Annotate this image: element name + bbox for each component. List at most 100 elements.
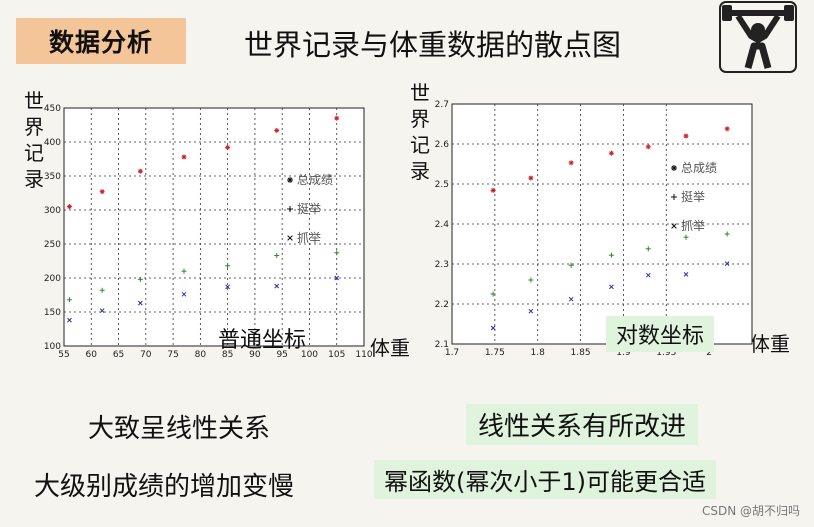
- section-tag: 数据分析: [16, 18, 186, 64]
- y-tick-label: 100: [44, 342, 61, 352]
- y-tick-label: 350: [44, 172, 61, 182]
- y-tick-label: 400: [44, 138, 61, 148]
- x-tick-label: 100: [301, 350, 318, 360]
- x-tick-label: 105: [328, 350, 345, 360]
- watermark: CSDN @胡不归吗: [701, 504, 800, 518]
- x-tick-label: 110: [355, 350, 372, 360]
- y-label-char: 记: [410, 133, 430, 157]
- x-tick-label: 1.85: [571, 348, 591, 358]
- y-tick-label: 250: [44, 240, 61, 250]
- x-tick-label: 65: [113, 350, 124, 360]
- snatch-point: [99, 308, 105, 313]
- slide-title: 世界记录与体重数据的散点图: [244, 28, 622, 62]
- legend-label: 抓举: [297, 231, 321, 245]
- clean-jerk-point: [490, 291, 496, 297]
- clean-jerk-point: [645, 246, 651, 252]
- clean-jerk-point: [66, 297, 72, 303]
- total-point: [274, 127, 280, 133]
- x-tick-label: 1.95: [656, 348, 676, 358]
- y-label-char: 世: [410, 81, 430, 105]
- legend-marker: [671, 223, 677, 229]
- right-chart-y-label: 世界记录: [408, 80, 432, 184]
- x-tick-label: 60: [86, 350, 98, 360]
- total-point: [137, 168, 143, 174]
- y-tick-label: 2.5: [435, 180, 449, 190]
- x-tick-label: 90: [249, 350, 261, 360]
- scatter-chart-linear: 55 60 65 70 75 80 85 90 95 100 105 110 100 150 200 250 3…: [44, 104, 373, 360]
- legend-label: 抓举: [681, 219, 705, 233]
- snatch-point: [568, 296, 574, 302]
- snatch-point: [724, 261, 730, 266]
- snatch-point: [225, 284, 230, 290]
- y-label-char: 界: [410, 107, 430, 131]
- snatch-point: [645, 272, 651, 278]
- snatch-point: [138, 300, 143, 306]
- legend-label: 总成绩: [297, 173, 333, 187]
- clean-jerk-point: [334, 250, 340, 256]
- snatch-point: [609, 284, 614, 290]
- x-tick-label: 75: [167, 350, 178, 360]
- total-point: [528, 175, 534, 181]
- clean-jerk-point: [137, 276, 143, 282]
- total-point: [568, 160, 574, 166]
- y-tick-label: 150: [44, 308, 61, 318]
- y-label-char: 世: [24, 89, 44, 113]
- y-tick-label: 2.3: [435, 260, 449, 270]
- clean-jerk-point: [181, 268, 187, 274]
- total-point: [181, 154, 187, 160]
- note-linear-relation: 大致呈线性关系: [88, 414, 271, 444]
- snatch-point: [67, 317, 72, 323]
- legend-label: 总成绩: [681, 161, 717, 175]
- y-tick-label: 450: [44, 104, 61, 114]
- y-tick-label: 200: [44, 274, 61, 284]
- total-point: [724, 126, 730, 132]
- clean-jerk-point: [608, 252, 614, 258]
- snatch-point: [490, 325, 496, 331]
- x-tick-label: 1.7: [445, 348, 459, 358]
- plot-area: [63, 107, 365, 347]
- total-point: [490, 187, 496, 193]
- x-tick-label: 85: [222, 350, 233, 360]
- left-chart-y-label: 世界记录: [22, 88, 46, 192]
- x-tick-label: 1.9: [616, 348, 631, 358]
- total-point: [225, 144, 231, 150]
- x-tick-label: 55: [58, 350, 69, 360]
- legend-marker: [287, 177, 293, 183]
- y-tick-label: 300: [44, 206, 61, 216]
- x-tick-label: 2: [706, 348, 712, 358]
- x-tick-label: 1.8: [531, 348, 546, 358]
- clean-jerk-point: [274, 253, 280, 259]
- note-linear-improved: 线性关系有所改进: [466, 404, 699, 445]
- total-point: [334, 115, 340, 121]
- right-chart-x-label: 体重: [750, 332, 790, 356]
- log-axes-label: 对数坐标: [606, 316, 715, 352]
- clean-jerk-point: [568, 262, 574, 268]
- legend-marker: [287, 235, 293, 241]
- snatch-point: [334, 275, 340, 281]
- legend-label: 挺举: [681, 189, 705, 204]
- x-tick-label: 80: [195, 350, 207, 360]
- y-label-char: 录: [410, 159, 430, 183]
- x-tick-label: 95: [276, 350, 287, 360]
- clean-jerk-point: [99, 287, 105, 293]
- snatch-point: [274, 283, 280, 289]
- total-point: [99, 189, 105, 195]
- y-label-char: 记: [24, 141, 44, 165]
- x-tick-label: 1.75: [485, 348, 505, 358]
- clean-jerk-point: [528, 277, 534, 283]
- clean-jerk-point: [724, 231, 730, 237]
- y-label-char: 录: [24, 167, 44, 191]
- y-tick-label: 2.4: [435, 220, 450, 230]
- left-chart-x-label: 体重: [370, 336, 410, 360]
- linear-axes-label: 普通坐标: [218, 328, 307, 353]
- y-tick-label: 2.2: [435, 300, 449, 310]
- legend-marker: [287, 206, 293, 212]
- clean-jerk-point: [683, 234, 689, 240]
- y-label-char: 界: [24, 115, 44, 139]
- legend-marker: [671, 165, 677, 171]
- total-point: [645, 144, 651, 150]
- y-tick-label: 2.1: [435, 340, 449, 350]
- scatter-chart-log: 1.7 1.75 1.8 1.85 1.9 1.95 2 2.1 2.2 2.3 2.4 2.5 2.6…: [435, 100, 753, 358]
- legend-marker: [671, 194, 677, 200]
- clean-jerk-point: [225, 263, 231, 269]
